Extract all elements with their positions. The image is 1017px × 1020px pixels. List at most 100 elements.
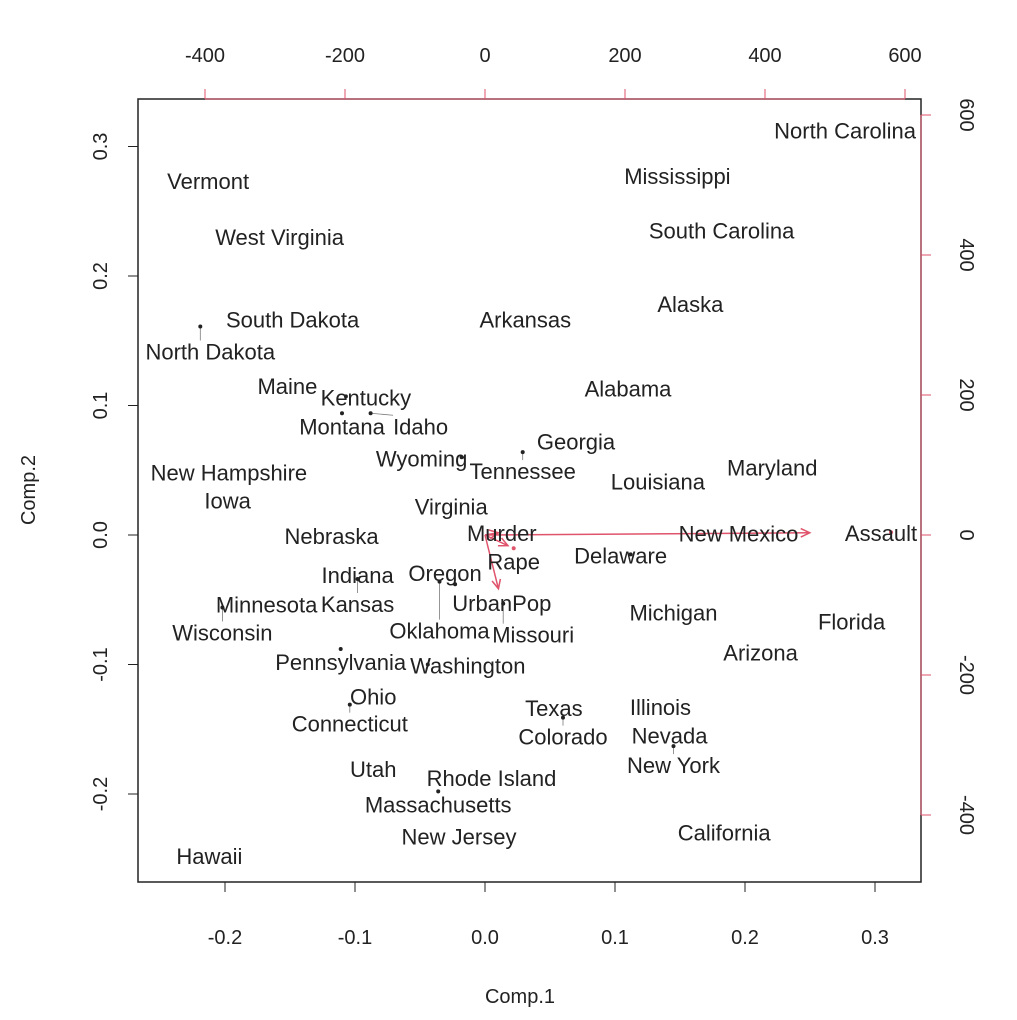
state-label: New Jersey <box>402 824 517 849</box>
state-label: Utah <box>350 757 396 782</box>
state-label: Wyoming <box>376 446 468 471</box>
state-label: Oregon <box>408 561 481 586</box>
right-tick-label: -400 <box>955 795 977 835</box>
right-tick-label: 0 <box>955 529 977 540</box>
state-point <box>459 455 464 460</box>
state-label: South Carolina <box>649 218 795 243</box>
x-tick-label: 0.2 <box>731 927 759 949</box>
state-label: Virginia <box>415 495 489 520</box>
state-label: Idaho <box>393 414 448 439</box>
y-tick-label: 0.2 <box>90 262 112 290</box>
y-tick-label: 0.3 <box>90 133 112 161</box>
state-label: Washington <box>410 654 525 679</box>
state-label: West Virginia <box>215 225 345 250</box>
loading-arrow <box>484 534 509 547</box>
state-label: New York <box>627 753 721 778</box>
state-label: Michigan <box>629 600 717 625</box>
top-tick-label: 400 <box>748 45 781 67</box>
state-label: Georgia <box>537 429 616 454</box>
state-point <box>453 582 458 587</box>
state-label: Louisiana <box>611 470 706 495</box>
state-label: Florida <box>818 609 886 634</box>
loading-arrowhead <box>497 537 510 547</box>
axes: -0.2 -0.1 0.0 0.1 0.2 0.3 -0.2 -0.1 0.0 0.1 0.2 0.3… <box>90 45 977 949</box>
right-tick-label: 400 <box>955 238 977 271</box>
state-label: Minnesota <box>216 593 318 618</box>
y-tick-label: -0.2 <box>90 777 112 811</box>
state-label: Wisconsin <box>172 621 272 646</box>
state-label: Colorado <box>518 725 607 750</box>
state-point <box>343 394 348 399</box>
state-label: Alaska <box>657 292 724 317</box>
state-point <box>368 411 373 416</box>
state-label: New Hampshire <box>151 461 308 486</box>
loading-point <box>889 530 893 535</box>
state-point <box>355 577 360 582</box>
state-label: Nebraska <box>285 524 380 549</box>
state-point <box>437 579 442 584</box>
state-label: Vermont <box>167 169 249 194</box>
state-label: Massachusetts <box>365 792 512 817</box>
x-tick-label: 0.3 <box>861 927 889 949</box>
loading-arrow <box>484 534 500 589</box>
right-tick-label: 600 <box>955 98 977 131</box>
state-label: New Mexico <box>679 521 799 546</box>
state-point <box>501 601 506 606</box>
state-point <box>628 552 633 557</box>
state-label: Connecticut <box>292 712 408 737</box>
loading-arrowhead <box>491 578 502 591</box>
top-tick-label: -400 <box>185 45 225 67</box>
plot-labels: Murder Assault UrbanPop Rape North Carolina M… <box>145 119 917 869</box>
state-point <box>198 324 203 329</box>
state-label: Illinois <box>630 695 691 720</box>
state-label: Mississippi <box>624 164 730 189</box>
state-label: Montana <box>299 414 385 439</box>
plot-lines <box>198 324 893 794</box>
loading-point <box>511 546 516 551</box>
top-tick-label: 200 <box>608 45 641 67</box>
top-tick-label: 0 <box>479 45 490 67</box>
right-tick-label: 200 <box>955 378 977 411</box>
state-label: South Dakota <box>226 308 360 333</box>
x-axis-label: Comp.1 <box>485 986 555 1008</box>
state-label: Arizona <box>723 641 798 666</box>
state-point <box>340 411 344 416</box>
plot-frame <box>137 98 922 883</box>
state-label: Hawaii <box>176 844 242 869</box>
state-point <box>436 789 441 794</box>
top-tick-label: 600 <box>888 45 921 67</box>
state-label: North Carolina <box>774 119 917 144</box>
y-tick-label: 0.1 <box>90 392 112 420</box>
loading-label: UrbanPop <box>452 591 551 616</box>
state-point <box>220 605 225 610</box>
state-label: Indiana <box>322 563 395 588</box>
state-label: Missouri <box>492 623 574 648</box>
state-point <box>671 744 676 749</box>
state-leader <box>370 412 394 416</box>
state-label: Arkansas <box>479 308 571 333</box>
loading-arrow <box>484 532 810 536</box>
state-label: Tennessee <box>469 459 575 484</box>
x-tick-label: -0.1 <box>338 927 372 949</box>
state-point <box>520 450 525 455</box>
state-point <box>347 702 352 707</box>
state-label: Nevada <box>632 723 709 748</box>
state-label: Alabama <box>585 376 673 401</box>
state-label: Oklahoma <box>389 619 490 644</box>
state-point <box>425 662 430 667</box>
state-label: Kentucky <box>321 385 412 410</box>
top-tick-label: -200 <box>325 45 365 67</box>
state-label: California <box>678 821 772 846</box>
state-point <box>561 715 565 720</box>
state-label: Iowa <box>204 489 251 514</box>
state-label: Delaware <box>574 543 667 568</box>
state-label: North Dakota <box>145 340 275 365</box>
x-tick-label: 0.0 <box>471 927 499 949</box>
loading-label: Rape <box>487 549 540 574</box>
state-label: Maryland <box>727 455 817 480</box>
y-tick-label: 0.0 <box>90 521 112 549</box>
loading-label: Murder <box>467 521 537 546</box>
loading-arrowhead <box>800 527 812 538</box>
state-label: Maine <box>257 374 317 399</box>
